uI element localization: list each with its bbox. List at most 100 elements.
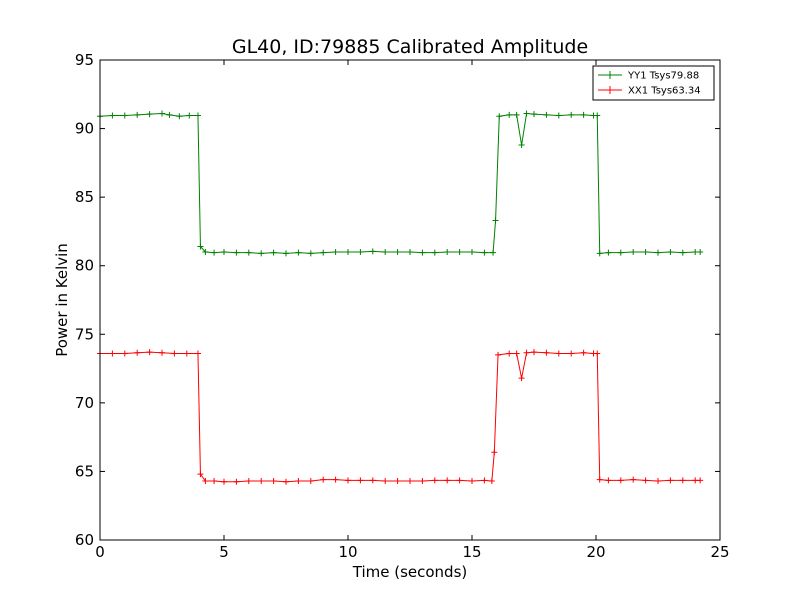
data-point-marker: [197, 471, 204, 478]
data-point-marker: [679, 477, 686, 484]
data-point-marker: [221, 478, 227, 485]
data-point-marker: [481, 477, 488, 484]
data-point-marker: [186, 112, 193, 119]
data-point-marker: [194, 112, 201, 119]
data-point-marker: [146, 349, 153, 356]
data-point-marker: [109, 112, 116, 119]
y-tick-label: 85: [75, 188, 94, 206]
data-point-marker: [596, 476, 603, 483]
chart-title: GL40, ID:79885 Calibrated Amplitude: [232, 36, 588, 58]
data-point-marker: [617, 477, 624, 484]
data-point-marker: [332, 249, 339, 255]
data-point-marker: [159, 349, 165, 356]
x-tick-label: 20: [586, 543, 605, 561]
data-point-marker: [221, 249, 227, 255]
y-tick-label: 95: [75, 51, 94, 69]
x-tick-label: 5: [219, 543, 229, 561]
data-point-marker: [594, 112, 601, 119]
series-line-2: [100, 351, 701, 483]
data-point-marker: [357, 477, 364, 484]
y-tick-label: 80: [75, 257, 94, 275]
data-point-marker: [667, 477, 674, 484]
data-point-marker: [490, 249, 497, 256]
data-point-marker: [444, 477, 451, 484]
data-point-marker: [596, 250, 603, 257]
data-point-marker: [506, 111, 513, 118]
data-point-marker: [617, 249, 624, 256]
data-point-marker: [456, 249, 463, 255]
data-point-marker: [642, 249, 649, 255]
data-point-marker: [295, 478, 302, 485]
data-point-marker: [171, 350, 178, 357]
y-axis-label: Power in Kelvin: [53, 243, 71, 357]
data-point-marker: [109, 350, 116, 357]
data-point-marker: [159, 110, 165, 117]
data-point-marker: [523, 349, 530, 356]
data-point-marker: [630, 476, 637, 483]
data-point-marker: [320, 476, 327, 483]
data-point-marker: [568, 111, 575, 118]
data-point-marker: [407, 249, 413, 255]
data-point-marker: [283, 250, 289, 257]
data-point-marker: [134, 349, 141, 356]
data-point-marker: [523, 110, 530, 117]
data-point-marker: [492, 217, 499, 224]
legend-box: [592, 65, 715, 101]
data-point-marker: [202, 249, 209, 255]
data-point-marker: [357, 249, 364, 255]
y-tick-label: 75: [75, 325, 94, 343]
data-point-marker: [568, 350, 575, 357]
data-point-marker: [345, 477, 351, 484]
data-point-marker: [320, 249, 327, 256]
data-point-marker: [531, 349, 537, 356]
data-point-marker: [456, 477, 463, 484]
data-point-marker: [555, 112, 562, 119]
data-point-marker: [555, 350, 562, 357]
data-point-marker: [394, 478, 401, 485]
y-tick-label: 90: [75, 120, 94, 138]
data-point-marker: [655, 478, 661, 485]
data-point-marker: [211, 249, 218, 256]
data-point-marker: [295, 249, 302, 256]
data-point-marker: [166, 111, 173, 118]
data-point-marker: [270, 249, 277, 256]
x-tick-label: 10: [338, 543, 357, 561]
data-point-marker: [369, 248, 376, 255]
data-point-marker: [580, 349, 587, 356]
data-point-marker: [202, 478, 209, 485]
data-point-marker: [332, 476, 339, 483]
data-point-marker: [197, 243, 204, 250]
data-point-marker: [121, 350, 128, 357]
data-point-marker: [146, 111, 153, 118]
data-point-marker: [491, 449, 498, 456]
data-point-marker: [345, 249, 351, 255]
data-point-marker: [496, 113, 503, 120]
y-tick-label: 65: [75, 462, 94, 480]
x-axis-label: Time (seconds): [352, 563, 468, 581]
x-tick-label: 0: [95, 543, 105, 561]
data-point-marker: [233, 478, 240, 485]
data-point-marker: [495, 351, 502, 358]
data-point-marker: [258, 478, 265, 485]
plot-area: [97, 110, 704, 485]
data-point-marker: [382, 249, 389, 255]
data-point-marker: [419, 249, 426, 256]
axes-frame: [99, 59, 721, 541]
data-point-marker: [679, 249, 686, 256]
data-point-marker: [270, 478, 277, 485]
data-point-marker: [258, 250, 265, 257]
data-point-marker: [506, 350, 513, 357]
data-point-marker: [543, 349, 550, 356]
data-point-marker: [211, 478, 218, 485]
data-point-marker: [431, 249, 438, 256]
axis-ticks: 0 5 10 15 20 25 60 65 70 75 80 85 90 95: [75, 51, 730, 561]
legend-entry: XX1 Tsys63.34: [628, 86, 701, 97]
data-point-marker: [605, 477, 612, 484]
data-point-marker: [431, 477, 438, 484]
data-point-marker: [469, 249, 475, 255]
data-point-marker: [655, 249, 661, 256]
data-point-marker: [697, 477, 704, 484]
data-point-marker: [642, 477, 649, 484]
data-point-marker: [594, 350, 601, 357]
